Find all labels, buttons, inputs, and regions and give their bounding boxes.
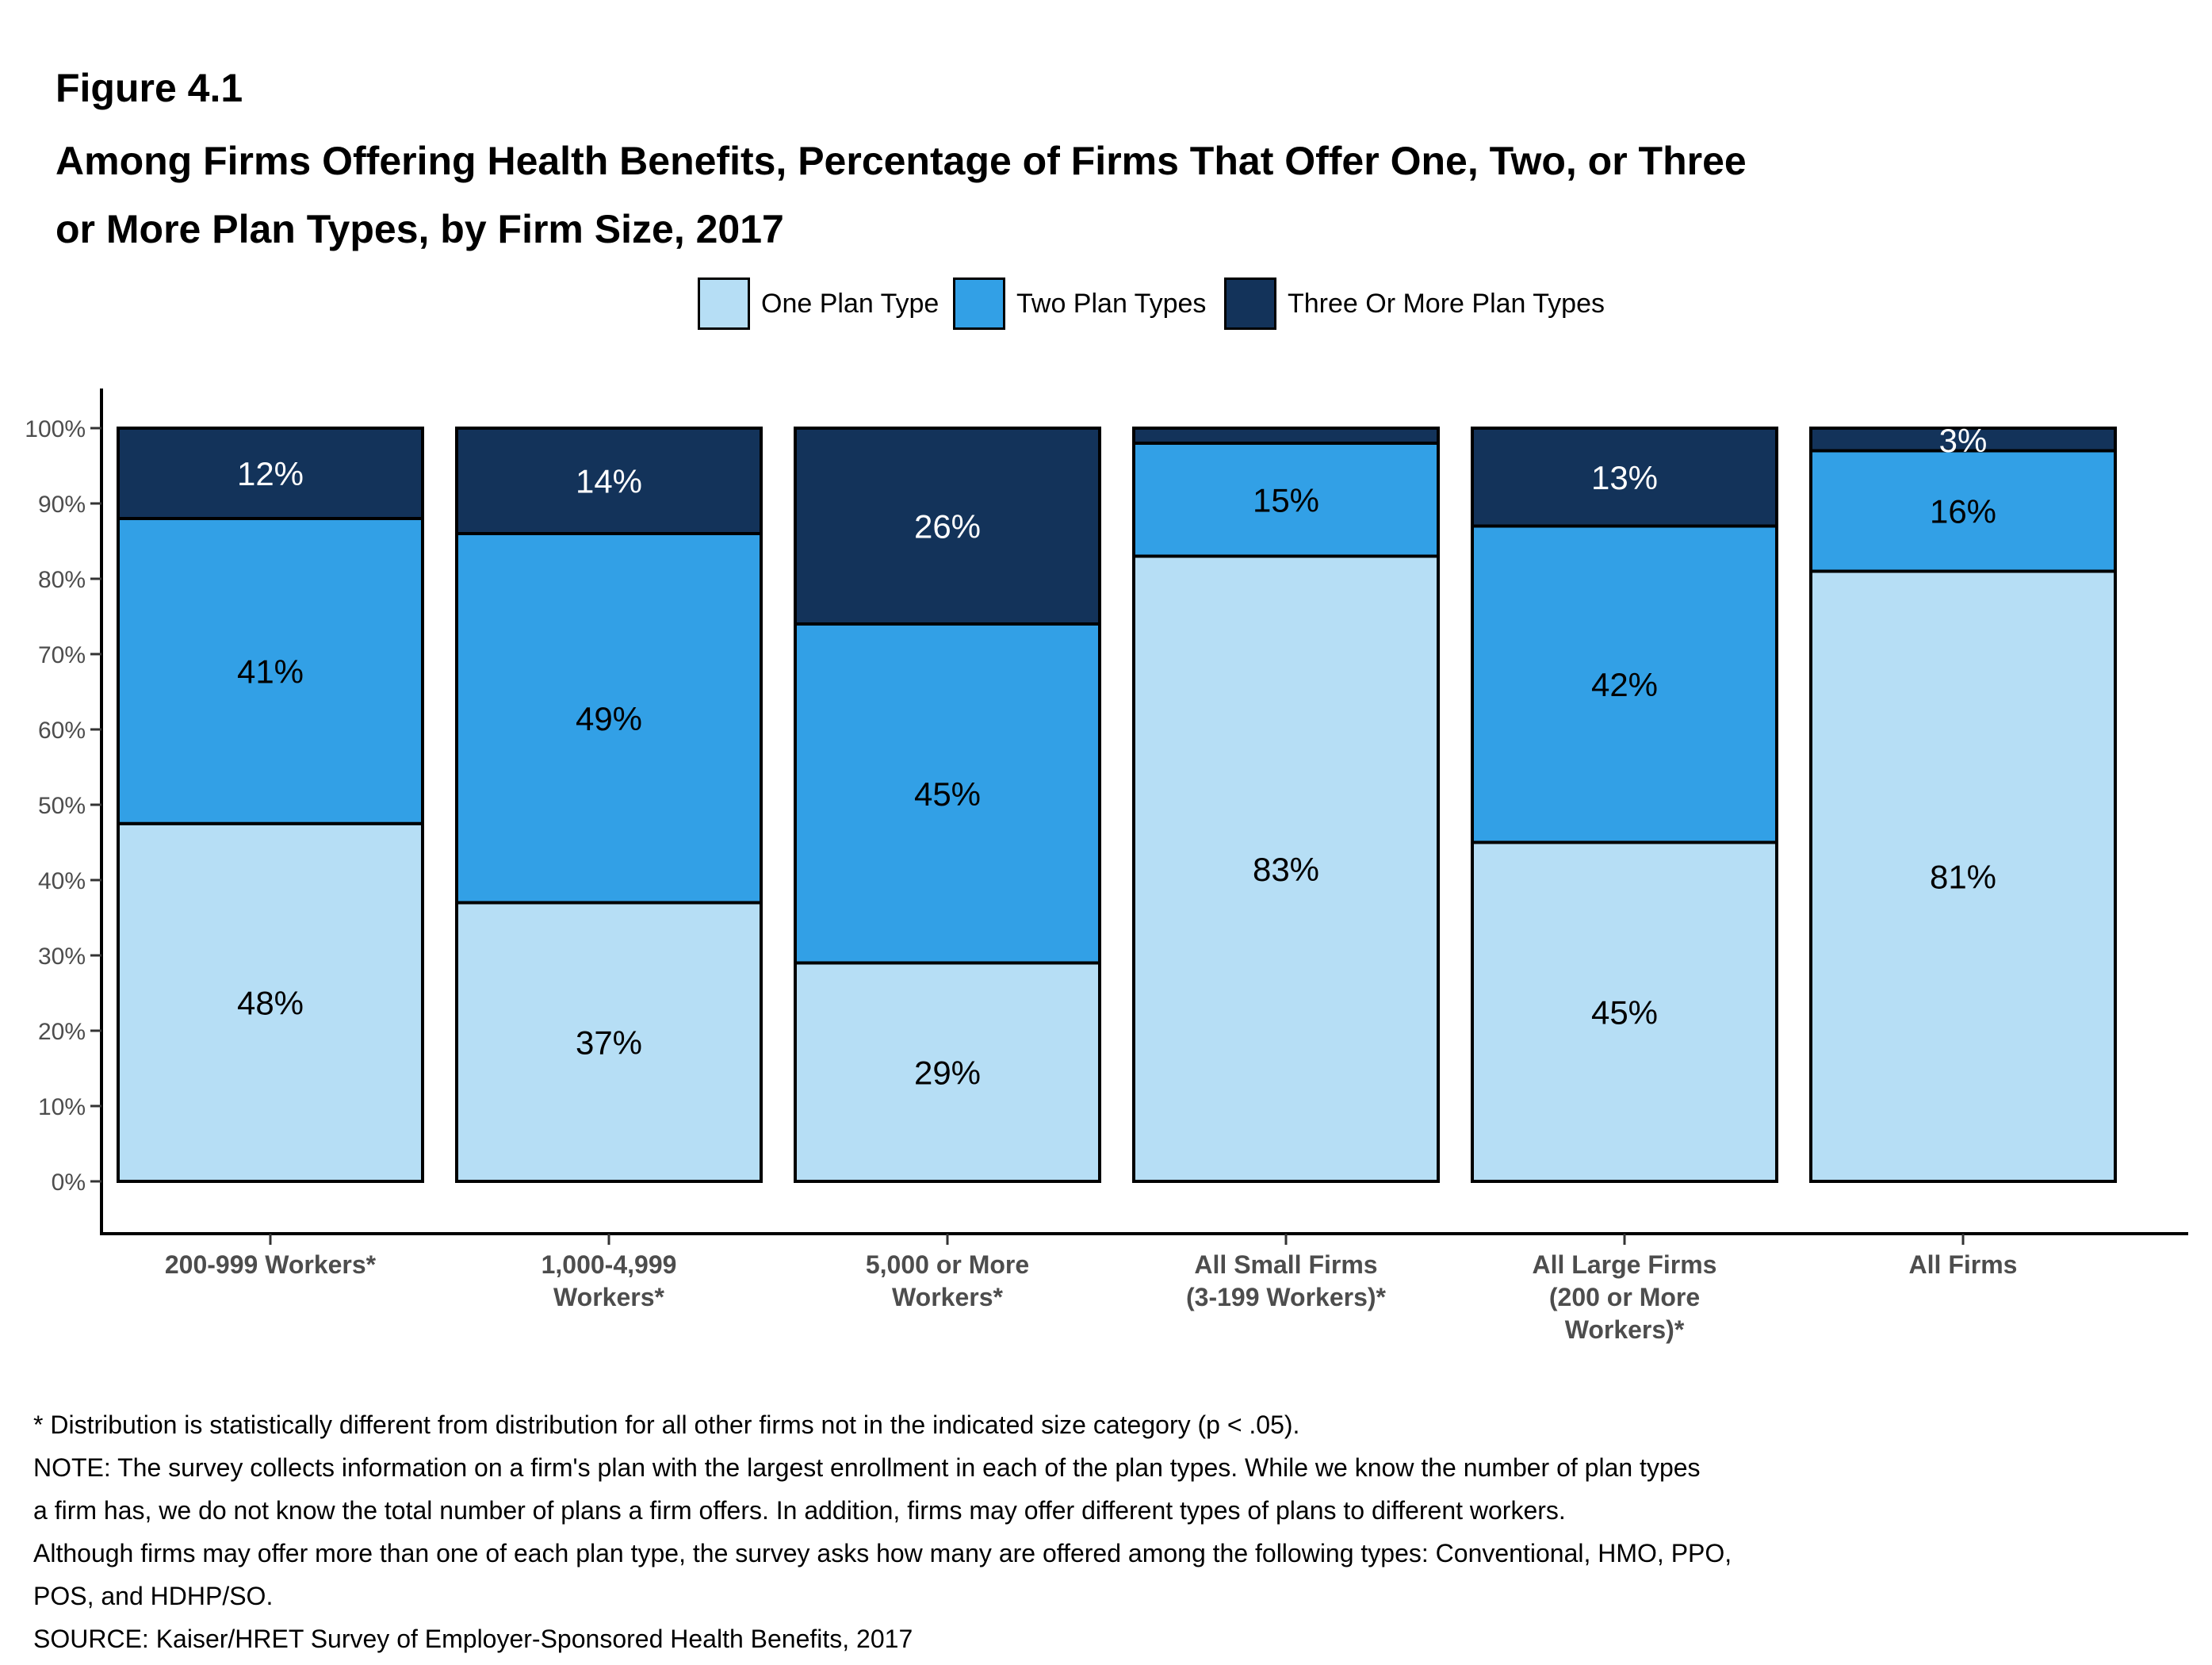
bar-segment (794, 622, 1101, 965)
data-label: 42% (1591, 666, 1658, 703)
data-label: 81% (1930, 858, 1996, 895)
legend-swatch-three-or-more-plan-types (1224, 278, 1276, 330)
legend-label-two-plan-types: Two Plan Types (1016, 288, 1207, 319)
bar-segment (794, 961, 1101, 1183)
bar-segment (1132, 427, 1440, 445)
y-tick-label: 70% (38, 642, 86, 668)
bar-segment (117, 821, 424, 1183)
y-tick-label: 60% (38, 718, 86, 744)
legend-swatch-one-plan-type (698, 278, 750, 330)
chart-legend: One Plan Type Two Plan Types Three Or Mo… (0, 276, 2212, 339)
data-label: 26% (914, 508, 981, 545)
y-tick-label: 80% (38, 567, 86, 593)
chart-title-line-2: or More Plan Types, by Firm Size, 2017 (55, 207, 784, 251)
stacked-bar-chart: 0% 10% 20% 30% 40% 50% 60% 70% 80% 90% 100% 48% 41% 1… (25, 388, 2188, 1344)
data-label: 45% (914, 775, 981, 813)
data-label: 13% (1591, 459, 1658, 496)
bar-segment (455, 901, 763, 1183)
bar-segment (1132, 442, 1440, 558)
bar-segment (1471, 524, 1778, 844)
data-label: 12% (237, 455, 304, 492)
bar-segment (1132, 554, 1440, 1183)
x-category-label: All Firms (1909, 1250, 2018, 1279)
data-label: 83% (1253, 851, 1319, 888)
bar-segment (1809, 427, 2117, 453)
data-label: 29% (914, 1054, 981, 1091)
bar-segment (1809, 449, 2117, 573)
x-category-label: Workers)* (1565, 1315, 1685, 1344)
data-label: 15% (1253, 481, 1319, 519)
note-line-1: * Distribution is statistically differen… (33, 1410, 1300, 1439)
bar-segment (455, 427, 763, 535)
x-category-label: All Small Firms (1194, 1250, 1377, 1279)
legend-swatch-two-plan-types (953, 278, 1005, 330)
note-line-6: SOURCE: Kaiser/HRET Survey of Employer-S… (33, 1625, 913, 1653)
legend-label-one-plan-type: One Plan Type (761, 288, 940, 319)
bar-segment (455, 532, 763, 905)
x-category-label: (3-199 Workers)* (1186, 1283, 1387, 1311)
legend-item-two-plan-types: Two Plan Types (953, 276, 1206, 331)
bar-segment (1809, 569, 2117, 1183)
chart-title: Among Firms Offering Health Benefits, Pe… (55, 127, 2038, 263)
x-category-label: Workers* (892, 1283, 1003, 1311)
note-line-5: POS, and HDHP/SO. (33, 1582, 274, 1610)
note-line-2: NOTE: The survey collects information on… (33, 1453, 1701, 1482)
data-label: 3% (1939, 422, 1988, 459)
bar-segment (1471, 427, 1778, 528)
data-label: 48% (237, 984, 304, 1021)
y-tick-label: 20% (38, 1019, 86, 1045)
data-label: 37% (576, 1024, 642, 1061)
data-label: 49% (576, 700, 642, 737)
x-category-label: All Large Firms (1533, 1250, 1717, 1279)
data-label: 14% (576, 463, 642, 500)
bar-segment (117, 427, 424, 520)
legend-label-three-or-more-plan-types: Three Or More Plan Types (1288, 288, 1605, 319)
y-tick-label: 40% (38, 868, 86, 894)
y-tick-label: 50% (38, 793, 86, 819)
bar-segment (794, 427, 1101, 626)
chart-notes: * Distribution is statistically differen… (33, 1403, 2174, 1660)
x-category-label: 5,000 or More (866, 1250, 1029, 1279)
y-tick-label: 100% (25, 416, 86, 442)
bar-segment (1471, 840, 1778, 1183)
y-tick-label: 10% (38, 1094, 86, 1120)
y-tick-label: 30% (38, 944, 86, 970)
data-label: 41% (237, 653, 304, 690)
data-label: 45% (1591, 993, 1658, 1031)
y-tick-label: 90% (38, 492, 86, 518)
y-tick-label: 0% (52, 1169, 86, 1196)
bar-segment (117, 517, 424, 825)
legend-item-three-or-more-plan-types: Three Or More Plan Types (1224, 276, 1605, 331)
x-category-label: (200 or More (1549, 1283, 1700, 1311)
x-category-label: 200-999 Workers* (165, 1250, 377, 1279)
chart-title-line-1: Among Firms Offering Health Benefits, Pe… (55, 139, 1747, 183)
note-line-4: Although firms may offer more than one o… (33, 1539, 1732, 1567)
x-category-label: Workers* (553, 1283, 664, 1311)
note-line-3: a firm has, we do not know the total num… (33, 1496, 1566, 1525)
x-category-label: 1,000-4,999 (542, 1250, 677, 1279)
data-label: 16% (1930, 493, 1996, 530)
legend-item-one-plan-type: One Plan Type (698, 276, 939, 331)
figure-label: Figure 4.1 (55, 66, 243, 110)
